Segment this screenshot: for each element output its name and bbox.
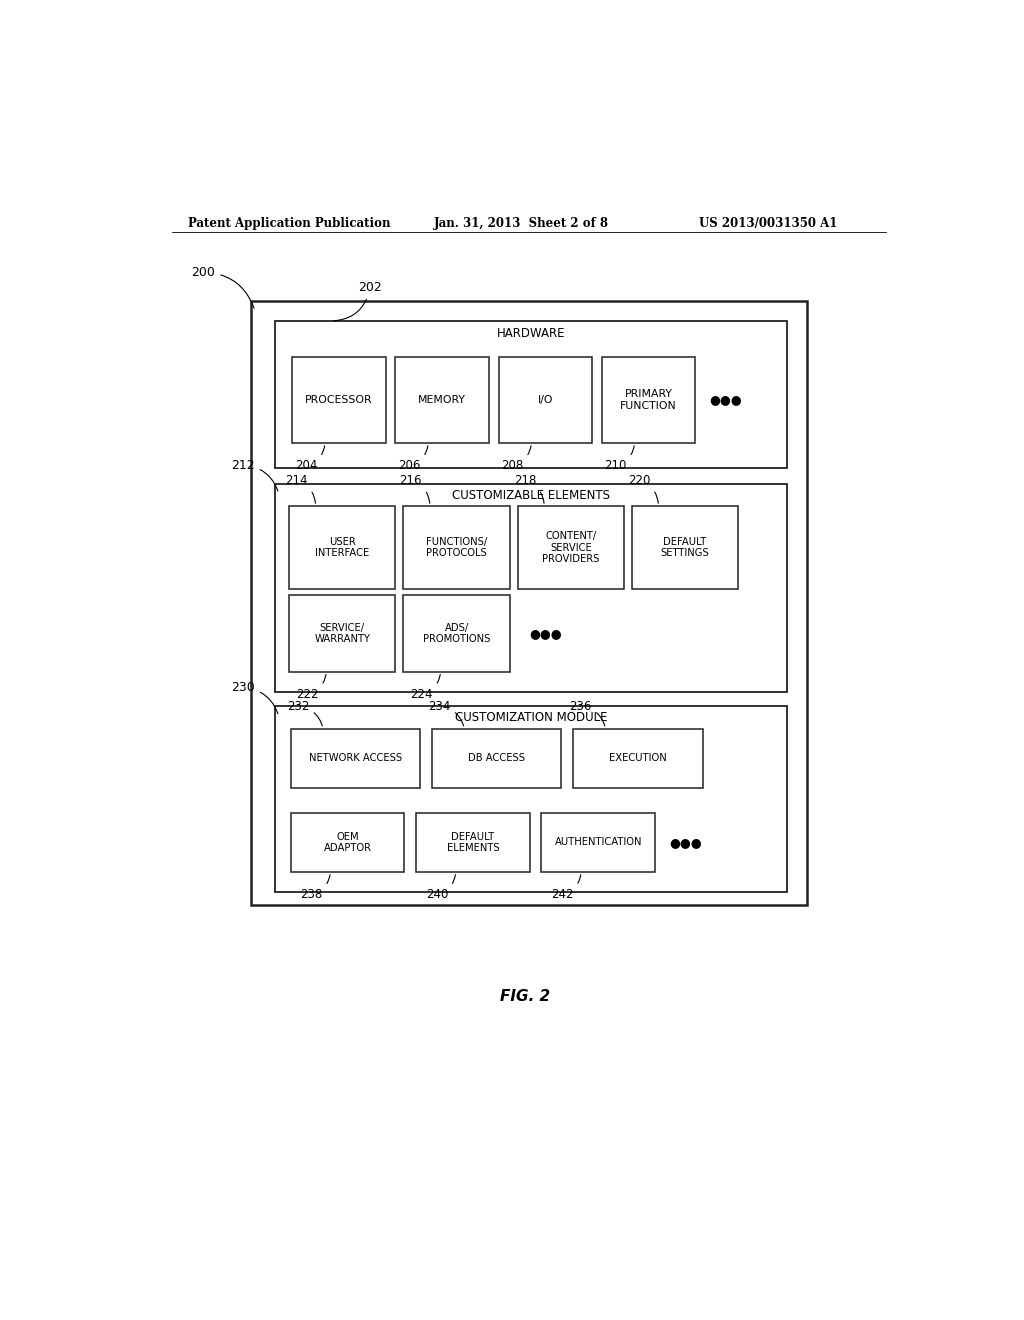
Text: I/O: I/O	[538, 395, 553, 405]
Text: Patent Application Publication: Patent Application Publication	[187, 218, 390, 231]
Bar	[542, 813, 655, 873]
Text: 204: 204	[295, 446, 325, 471]
Text: ●●●: ●●●	[710, 393, 742, 407]
Text: 200: 200	[191, 265, 254, 309]
Text: 202: 202	[333, 281, 382, 321]
Bar	[395, 356, 489, 444]
Bar	[403, 506, 510, 589]
Bar	[289, 595, 395, 672]
Text: USER
INTERFACE: USER INTERFACE	[315, 537, 370, 558]
Bar	[292, 356, 386, 444]
Bar	[274, 321, 786, 469]
Bar	[573, 729, 702, 788]
Text: SERVICE/
WARRANTY: SERVICE/ WARRANTY	[314, 623, 371, 644]
Text: CUSTOMIZABLE ELEMENTS: CUSTOMIZABLE ELEMENTS	[452, 488, 609, 502]
Bar	[251, 301, 807, 906]
Bar	[632, 506, 738, 589]
Text: FIG. 2: FIG. 2	[500, 990, 550, 1005]
Text: CUSTOMIZATION MODULE: CUSTOMIZATION MODULE	[455, 711, 607, 725]
Text: NETWORK ACCESS: NETWORK ACCESS	[309, 754, 402, 763]
Text: 240: 240	[426, 875, 456, 900]
Text: 214: 214	[285, 474, 315, 503]
Text: 206: 206	[398, 446, 428, 471]
Text: DB ACCESS: DB ACCESS	[468, 754, 525, 763]
Text: MEMORY: MEMORY	[419, 395, 466, 405]
Text: ADS/
PROMOTIONS: ADS/ PROMOTIONS	[423, 623, 490, 644]
Bar	[432, 729, 561, 788]
Text: ●●●: ●●●	[670, 836, 701, 849]
Text: DEFAULT
SETTINGS: DEFAULT SETTINGS	[660, 537, 710, 558]
Text: 236: 236	[569, 700, 605, 726]
Bar	[291, 729, 420, 788]
Bar	[274, 706, 786, 892]
Text: 218: 218	[514, 474, 544, 503]
Bar	[416, 813, 529, 873]
Text: OEM
ADAPTOR: OEM ADAPTOR	[324, 832, 372, 853]
Text: 230: 230	[231, 681, 278, 714]
Text: 222: 222	[296, 675, 326, 701]
Text: FUNCTIONS/
PROTOCOLS: FUNCTIONS/ PROTOCOLS	[426, 537, 487, 558]
Text: PROCESSOR: PROCESSOR	[305, 395, 373, 405]
Text: 212: 212	[231, 459, 278, 491]
Text: US 2013/0031350 A1: US 2013/0031350 A1	[699, 218, 838, 231]
Bar	[289, 506, 395, 589]
Bar	[274, 483, 786, 692]
Bar	[602, 356, 695, 444]
Bar	[403, 595, 510, 672]
Text: HARDWARE: HARDWARE	[497, 327, 565, 341]
Bar	[291, 813, 404, 873]
Text: 216: 216	[399, 474, 430, 503]
Text: ●●●: ●●●	[529, 627, 562, 640]
Text: 242: 242	[551, 875, 581, 900]
Text: CONTENT/
SERVICE
PROVIDERS: CONTENT/ SERVICE PROVIDERS	[542, 531, 599, 564]
Text: 232: 232	[287, 700, 323, 726]
Text: 224: 224	[411, 675, 440, 701]
Text: 210: 210	[604, 446, 634, 471]
Text: Jan. 31, 2013  Sheet 2 of 8: Jan. 31, 2013 Sheet 2 of 8	[433, 218, 608, 231]
Text: 208: 208	[501, 446, 531, 471]
Text: DEFAULT
ELEMENTS: DEFAULT ELEMENTS	[446, 832, 499, 853]
Text: AUTHENTICATION: AUTHENTICATION	[554, 837, 642, 847]
Text: EXECUTION: EXECUTION	[609, 754, 667, 763]
Text: 220: 220	[628, 474, 658, 503]
Text: PRIMARY
FUNCTION: PRIMARY FUNCTION	[621, 389, 677, 411]
Bar	[518, 506, 624, 589]
Text: 234: 234	[428, 700, 464, 726]
Text: 238: 238	[300, 875, 330, 900]
Bar	[499, 356, 592, 444]
